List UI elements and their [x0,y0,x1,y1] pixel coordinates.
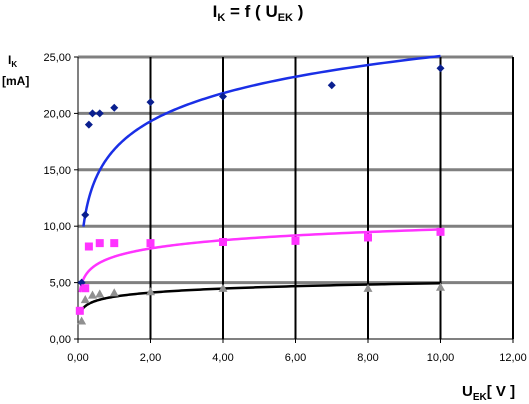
point-s0-8 [327,81,336,90]
x-tick-label-1: 2,00 [140,352,161,364]
x-tick-label-0: 0,00 [67,352,88,364]
y-tick-label-4: 20,00 [43,108,71,120]
y-tick-label-3: 15,00 [43,165,71,177]
x-tick-label-5: 10,00 [427,352,455,364]
x-tick-label-3: 6,00 [285,352,306,364]
point-s1-4 [110,239,119,248]
point-s1-0 [75,306,84,315]
point-s0-6 [146,98,155,107]
point-s0-7 [219,92,227,101]
point-s0-2 [84,120,93,129]
y-axis-unit: [mA] [2,74,29,88]
point-s1-9 [436,227,445,236]
point-s1-2 [84,242,93,251]
point-s1-8 [364,233,372,242]
x-tick-label-6: 12,00 [499,352,527,364]
point-s1-7 [291,236,300,245]
point-s0-5 [110,103,119,112]
chart-title: IK = f ( UEK ) [213,2,304,24]
x-tick-label-4: 8,00 [357,352,378,364]
point-s0-9 [436,64,445,73]
x-tick-label-2: 4,00 [212,352,233,364]
axes [74,56,514,343]
point-s1-1 [81,284,90,293]
point-s1-6 [219,237,227,246]
data-markers [75,64,445,325]
point-s2-1 [80,295,90,304]
y-tick-label-5: 25,00 [43,52,71,64]
point-s2-5 [146,287,155,296]
y-tick-label-0: 0,00 [50,334,71,346]
point-s2-6 [218,283,228,292]
point-s1-5 [146,239,155,248]
point-s2-0 [77,316,87,325]
point-s0-3 [88,109,97,118]
point-s2-8 [436,282,445,291]
point-s2-4 [109,288,119,297]
y-tick-label-1: 5,00 [50,278,71,290]
point-s2-7 [363,283,373,292]
point-s2-3 [95,289,105,298]
point-s0-4 [95,109,104,118]
trend-line-0 [82,54,441,227]
tick-labels: 0,00 5,00 10,00 15,00 20,00 25,00 0,00 2,00 4,00… [43,52,526,364]
y-tick-label-2: 10,00 [43,221,71,233]
point-s2-2 [88,290,97,299]
x-axis-label: UEK[ V ] [462,383,515,403]
gridlines [78,55,514,339]
trend-line-2 [79,281,441,313]
point-s0-1 [81,210,90,219]
y-axis-label: IK [8,53,17,69]
point-s1-3 [95,239,104,248]
